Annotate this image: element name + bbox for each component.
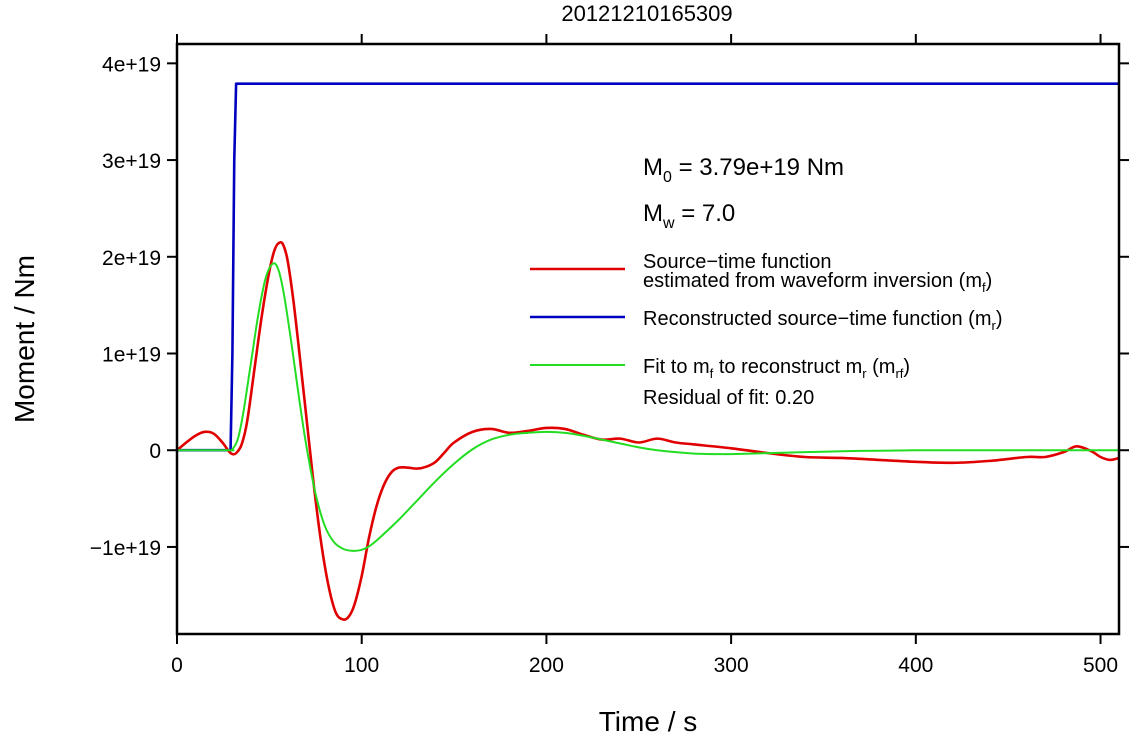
x-axis-title: Time / s (599, 706, 698, 734)
x-tick-label-0: 0 (171, 654, 183, 677)
axis-ticks (167, 34, 1129, 644)
legend-label-source-time-line1: Source−time function (643, 251, 831, 273)
legend-label-source-time-line2: estimated from waveform inversion (mf) (643, 270, 992, 295)
series-lines (177, 82, 1119, 621)
x-tick-label-3: 300 (714, 654, 749, 677)
y-tick-label-4: 3e+19 (102, 150, 161, 173)
y-tick-label-0: −1e+19 (90, 537, 161, 560)
legend-label-reconstructed: Reconstructed source−time function (mr) (643, 308, 1003, 333)
legend-label-fit: Fit to mf to reconstruct mr (mrf) (643, 356, 910, 381)
seismic-moment-annotation: M0 = 3.79e+19 Nm (643, 154, 844, 186)
tick-labels: 0 100 200 300 400 500 −1e+19 0 1e+19 2e+19 3e+19 4e… (90, 53, 1118, 677)
y-tick-label-1: 0 (149, 440, 161, 463)
residual-annotation: Residual of fit: 0.20 (643, 387, 814, 409)
plot-frame (175, 42, 1121, 636)
source-time-function-line (177, 240, 1119, 621)
x-tick-label-1: 100 (344, 654, 379, 677)
legend: Source−time function estimated from wave… (530, 251, 1003, 409)
y-tick-label-2: 1e+19 (102, 344, 161, 367)
y-tick-label-3: 2e+19 (102, 247, 161, 270)
y-tick-label-5: 4e+19 (102, 53, 161, 76)
y-axis-title: Moment / Nm (9, 255, 40, 423)
x-tick-label-5: 500 (1083, 654, 1118, 677)
fit-line (177, 262, 1119, 552)
moment-magnitude-annotation: Mw = 7.0 (643, 200, 735, 232)
x-tick-label-2: 200 (529, 654, 564, 677)
x-tick-label-4: 400 (898, 654, 933, 677)
chart-title: 20121210165309 (561, 1, 732, 26)
